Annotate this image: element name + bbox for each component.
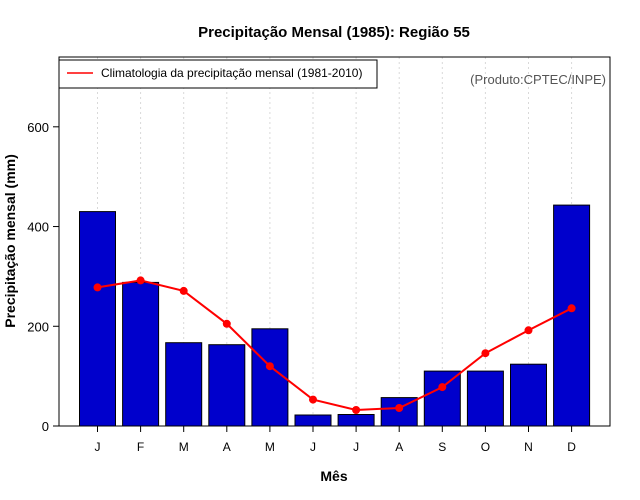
chart-title: Precipitação Mensal (1985): Região 55 xyxy=(198,24,470,41)
x-tick-label-6: J xyxy=(310,440,316,454)
x-tick-label-7: J xyxy=(353,440,359,454)
climatology-point-2 xyxy=(136,276,145,285)
legend-box xyxy=(58,59,378,89)
climatology-point-3 xyxy=(179,286,188,295)
climatology-point-1 xyxy=(93,283,102,292)
climatology-point-9 xyxy=(438,383,447,392)
bar-9 xyxy=(423,370,461,427)
bar-6 xyxy=(294,414,332,427)
climatology-line xyxy=(97,279,573,412)
x-tick-label-4: A xyxy=(223,440,231,454)
y-axis-label: Precipitação mensal (mm) xyxy=(2,154,18,328)
y-tick-label-400: 400 xyxy=(27,220,49,235)
legend-label: Climatologia da precipitação mensal (198… xyxy=(101,66,362,80)
bar-4 xyxy=(208,344,246,427)
vertical-grid xyxy=(97,57,573,426)
y-axis: 0 200 400 600 xyxy=(27,120,59,434)
x-tick-label-10: O xyxy=(481,440,490,454)
climatology-point-7 xyxy=(352,406,361,414)
x-tick-label-11: N xyxy=(524,440,533,454)
bar-5 xyxy=(251,328,289,427)
y-tick-label-200: 200 xyxy=(27,319,49,334)
y-tick-label-0: 0 xyxy=(42,419,49,434)
x-tick-label-12: D xyxy=(567,440,576,454)
bar-10 xyxy=(466,370,504,427)
y-tick-label-600: 600 xyxy=(27,120,49,135)
climatology-point-5 xyxy=(265,362,274,371)
climatology-point-11 xyxy=(524,326,533,335)
climatology-point-12 xyxy=(567,304,576,313)
climatology-point-6 xyxy=(309,395,317,404)
climatology-point-4 xyxy=(222,319,231,328)
x-tick-label-3: M xyxy=(179,440,189,454)
x-tick-label-8: A xyxy=(395,440,403,454)
bar-11 xyxy=(510,363,547,427)
plot-area-frame xyxy=(58,56,611,427)
x-tick-label-2: F xyxy=(137,440,144,454)
credit-label: (Produto:CPTEC/INPE) xyxy=(470,72,606,87)
bar-3 xyxy=(165,342,203,427)
bar-7 xyxy=(337,414,375,427)
legend: Climatologia da precipitação mensal (198… xyxy=(58,59,378,89)
x-axis-label: Mês xyxy=(320,468,347,484)
x-tick-label-9: S xyxy=(438,440,446,454)
bar-series xyxy=(79,204,591,427)
x-tick-label-1: J xyxy=(95,440,101,454)
climatology-series xyxy=(93,276,576,414)
climatology-point-10 xyxy=(481,349,490,358)
bar-2 xyxy=(122,281,160,427)
climatology-point-8 xyxy=(395,404,404,412)
x-tick-label-5: M xyxy=(265,440,275,454)
bar-1 xyxy=(79,211,116,427)
